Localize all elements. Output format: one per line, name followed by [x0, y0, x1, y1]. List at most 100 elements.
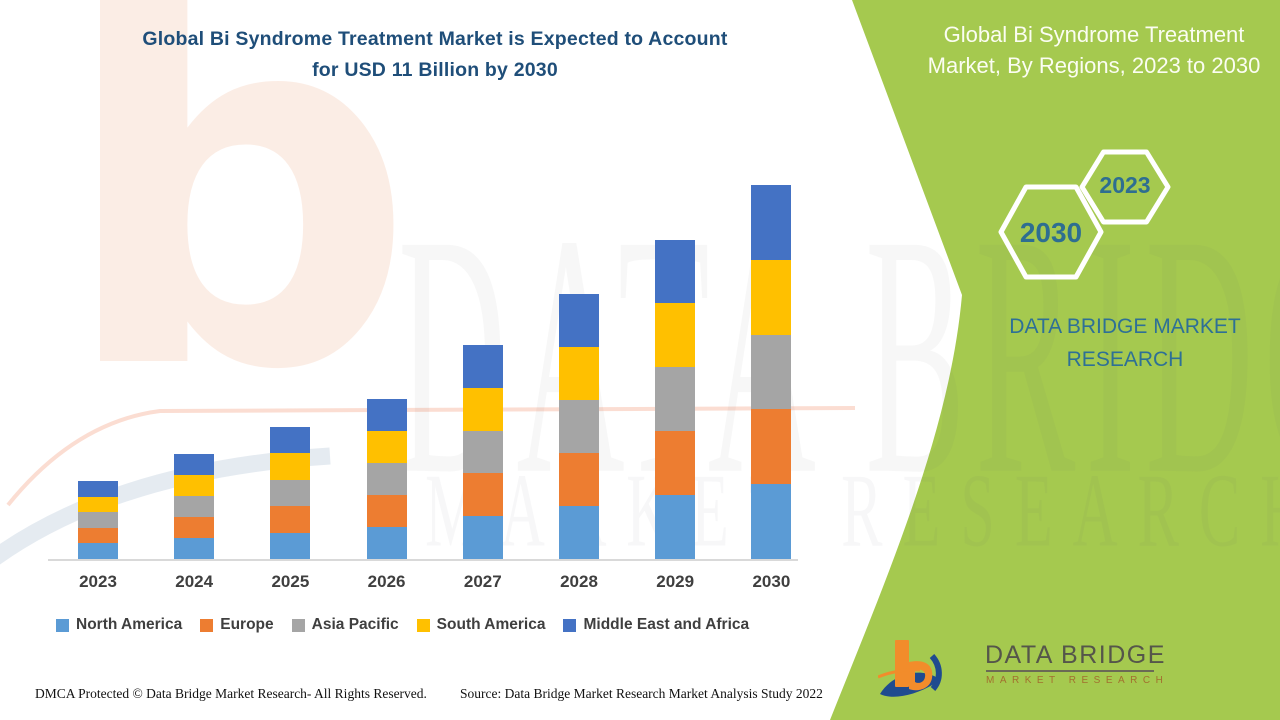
side-panel-title-line2: Market, By Regions, 2023 to 2030 [927, 53, 1261, 78]
brand-name-line1: DATA BRIDGE MARKET [1009, 315, 1241, 338]
segment-europe-2028 [559, 453, 599, 506]
legend-label-south-america: South America [436, 616, 546, 633]
stacked-bar-2024 [174, 453, 215, 559]
chart-title-line1: Global Bi Syndrome Treatment Market is E… [142, 28, 728, 50]
x-axis-label-2027: 2027 [463, 572, 502, 591]
badge-year-2023: 2023 [1099, 172, 1151, 198]
brand-name-text: DATA BRIDGE MARKET RESEARCH [950, 310, 1280, 376]
legend-swatch-north-america [56, 618, 69, 632]
legend-item-asia-pacific: Asia Pacific [291, 616, 399, 634]
segment-middle-east-and-africa-2024 [174, 453, 215, 475]
segment-south-america-2026 [366, 431, 407, 463]
segment-north-america-2024 [174, 537, 215, 559]
hexagon-2023-badge [1079, 149, 1171, 225]
segment-north-america-2025 [270, 532, 311, 559]
segment-south-america-2029 [655, 303, 696, 368]
x-axis-label-2028: 2028 [560, 572, 598, 591]
legend-label-asia-pacific: Asia Pacific [311, 616, 399, 633]
logo-wordmark: DATA BRIDGE [985, 641, 1166, 669]
legend-label-europe: Europe [220, 616, 274, 633]
stacked-bar-2026 [366, 399, 407, 559]
segment-south-america-2027 [462, 387, 503, 431]
brand-name-line2: RESEARCH [1066, 348, 1184, 371]
segment-europe-2026 [366, 495, 407, 527]
legend-swatch-middle-east-and-africa [563, 618, 577, 632]
x-axis-label-2026: 2026 [367, 572, 406, 591]
legend-label-north-america: North America [76, 616, 183, 633]
side-panel-title-line1: Global Bi Syndrome Treatment [943, 22, 1245, 47]
segment-middle-east-and-africa-2027 [462, 345, 503, 388]
legend-swatch-south-america [416, 618, 430, 632]
stacked-bar-2029 [655, 239, 696, 559]
segment-europe-2025 [270, 506, 311, 533]
logo-divider-line [986, 670, 1154, 672]
segment-north-america-2029 [655, 495, 696, 559]
legend-item-south-america: South America [416, 616, 546, 634]
x-axis-label-2024: 2024 [175, 572, 214, 591]
segment-asia-pacific-2025 [270, 479, 311, 506]
segment-middle-east-and-africa-2029 [655, 239, 696, 304]
side-panel-title: Global Bi Syndrome Treatment Market, By … [908, 19, 1280, 81]
x-axis-label-2023: 2023 [79, 572, 117, 591]
stacked-bar-2023 [78, 481, 118, 559]
segment-south-america-2028 [559, 347, 599, 400]
segment-asia-pacific-2023 [78, 512, 118, 528]
segment-middle-east-and-africa-2028 [559, 294, 599, 347]
segment-europe-2027 [462, 473, 503, 517]
legend-swatch-europe [200, 618, 214, 632]
logo-orange-underswoosh [878, 668, 921, 679]
segment-middle-east-and-africa-2030 [751, 185, 792, 260]
segment-asia-pacific-2029 [655, 367, 696, 432]
x-axis-label-2029: 2029 [656, 572, 695, 591]
segment-south-america-2023 [78, 496, 118, 513]
segment-north-america-2027 [462, 516, 503, 559]
footer-dmca-text: DMCA Protected © Data Bridge Market Rese… [35, 686, 427, 701]
stacked-bar-plot [48, 185, 802, 559]
legend-label-middle-east-and-africa: Middle East and Africa [583, 616, 750, 633]
stacked-bar-2027 [462, 345, 503, 559]
segment-south-america-2030 [751, 259, 792, 335]
badge-year-2030: 2030 [1019, 217, 1083, 248]
x-axis-label-2030: 2030 [752, 572, 791, 591]
chart-title-line2: for USD 11 Billion by 2030 [312, 59, 558, 81]
hexagon-2030-badge [998, 184, 1104, 280]
segment-north-america-2026 [366, 527, 407, 559]
segment-middle-east-and-africa-2026 [366, 399, 407, 431]
legend-item-middle-east-and-africa: Middle East and Africa [563, 616, 749, 634]
segment-europe-2024 [174, 516, 215, 538]
chart-legend: North America Europe Asia Pacific South Ame… [56, 616, 836, 634]
segment-asia-pacific-2030 [751, 334, 792, 410]
stacked-bar-2028 [559, 294, 599, 559]
segment-south-america-2024 [174, 474, 215, 496]
segment-middle-east-and-africa-2025 [270, 426, 311, 453]
logo-tagline: MARKET RESEARCH [986, 675, 1169, 686]
stacked-bar-2025 [270, 426, 311, 559]
chart-title: Global Bi Syndrome Treatment Market is E… [55, 24, 815, 86]
data-bridge-logo-icon [878, 640, 942, 697]
segment-asia-pacific-2026 [366, 463, 407, 495]
segment-europe-2029 [655, 431, 696, 496]
segment-north-america-2023 [78, 543, 118, 559]
x-axis-label-2025: 2025 [271, 572, 310, 591]
legend-item-europe: Europe [200, 616, 274, 634]
stacked-bar-2030 [751, 185, 792, 559]
x-axis-labels: 2023 2024 2025 2026 2027 2028 2029 2030 [48, 572, 802, 598]
segment-north-america-2028 [559, 506, 599, 559]
segment-middle-east-and-africa-2023 [78, 481, 118, 497]
green-panel-shape [830, 0, 1280, 720]
segment-north-america-2030 [751, 484, 792, 559]
segment-asia-pacific-2028 [559, 400, 599, 453]
logo-orange-stem [895, 640, 909, 687]
segment-asia-pacific-2024 [174, 495, 215, 517]
footer-source-text: Source: Data Bridge Market Research Mark… [460, 686, 823, 701]
x-axis-line [48, 559, 798, 561]
segment-europe-2030 [751, 409, 792, 485]
logo-blue-d-curve [929, 653, 942, 691]
segment-europe-2023 [78, 527, 118, 544]
segment-south-america-2025 [270, 453, 311, 480]
legend-swatch-asia-pacific [291, 618, 305, 632]
legend-item-north-america: North America [56, 616, 182, 634]
segment-asia-pacific-2027 [462, 430, 503, 474]
